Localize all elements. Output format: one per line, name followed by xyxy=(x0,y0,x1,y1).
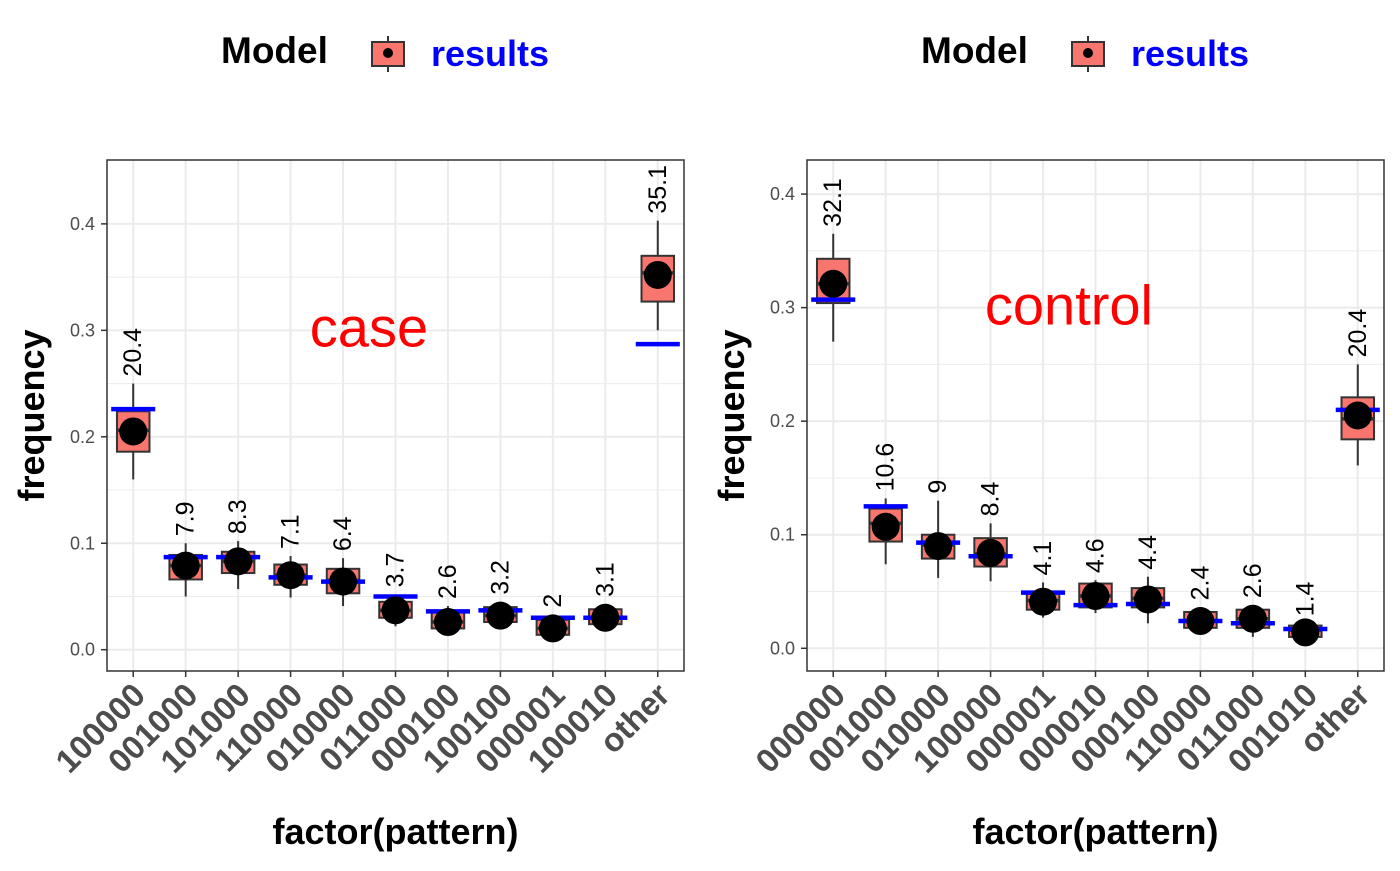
y-tick-label: 0.0 xyxy=(770,638,795,658)
mean-point xyxy=(1343,401,1372,430)
point-value-label: 2.4 xyxy=(1186,566,1214,601)
mean-point xyxy=(224,547,253,576)
mean-point xyxy=(1029,587,1058,616)
point-value-label: 8.3 xyxy=(224,499,252,534)
point-value-label: 10.6 xyxy=(872,443,900,492)
mean-point xyxy=(538,614,567,643)
point-value-label: 3.1 xyxy=(591,562,619,597)
mean-point xyxy=(276,561,305,590)
legend-key-point xyxy=(1083,48,1093,58)
legend-entry-label: results xyxy=(431,33,549,74)
mean-point xyxy=(1081,582,1110,611)
y-tick-label: 0.3 xyxy=(770,298,795,318)
mean-point xyxy=(433,608,462,637)
mean-point xyxy=(486,601,515,630)
y-axis-title: frequency xyxy=(711,329,752,501)
mean-point xyxy=(819,269,848,298)
y-tick-label: 0.2 xyxy=(770,411,795,431)
grid-lines xyxy=(107,160,684,671)
point-value-label: 9 xyxy=(924,480,952,494)
point-value-label: 4.4 xyxy=(1134,535,1162,570)
y-tick-label: 0.0 xyxy=(70,640,95,660)
point-value-label: 2.6 xyxy=(1239,563,1267,598)
y-axis-title: frequency xyxy=(11,329,52,501)
legend-key-box xyxy=(1071,41,1105,67)
y-tick-label: 0.4 xyxy=(70,214,95,234)
mean-point xyxy=(1186,607,1215,636)
legend-title: Model xyxy=(921,30,1028,71)
mean-point xyxy=(643,260,672,289)
point-value-label: 6.4 xyxy=(329,516,357,551)
legend-title: Model xyxy=(221,30,328,71)
point-value-label: 35.1 xyxy=(644,165,672,214)
point-value-label: 7.1 xyxy=(277,514,305,549)
point-value-label: 7.9 xyxy=(172,501,200,536)
y-tick-label: 0.4 xyxy=(770,184,795,204)
x-axis-title: factor(pattern) xyxy=(972,811,1218,852)
chart-panel-control: Model results control 32.1 10.6 9 8.4 4.1 4.6 4.4… xyxy=(711,30,1385,852)
point-value-label: 3.2 xyxy=(486,560,514,595)
y-tick-label: 0.1 xyxy=(770,525,795,545)
panel-label: case xyxy=(310,295,428,358)
y-tick-label: 0.1 xyxy=(70,533,95,553)
legend: Model results xyxy=(221,30,549,74)
y-tick-label: 0.2 xyxy=(70,427,95,447)
point-value-label: 8.4 xyxy=(977,482,1005,517)
mean-point xyxy=(381,596,410,625)
point-value-label: 20.4 xyxy=(1344,309,1372,358)
mean-point xyxy=(1133,585,1162,614)
legend-entry-label: results xyxy=(1131,33,1249,74)
mean-point xyxy=(591,603,620,632)
point-value-label: 20.4 xyxy=(119,328,147,377)
x-axis-title: factor(pattern) xyxy=(272,811,518,852)
mean-point xyxy=(924,532,953,561)
mean-point xyxy=(1238,604,1267,633)
mean-point xyxy=(171,551,200,580)
y-tick-label: 0.3 xyxy=(70,320,95,340)
mean-point xyxy=(119,417,148,446)
legend: Model results xyxy=(921,30,1249,74)
panel-label: control xyxy=(985,274,1153,337)
mean-point xyxy=(976,538,1005,567)
mean-point xyxy=(329,567,358,596)
point-value-label: 2.6 xyxy=(434,564,462,599)
mean-point xyxy=(1291,618,1320,647)
point-value-label: 1.4 xyxy=(1291,581,1319,616)
point-value-label: 4.1 xyxy=(1029,541,1057,576)
legend-key-point xyxy=(383,48,393,58)
mean-point xyxy=(871,512,900,541)
point-value-label: 4.6 xyxy=(1082,538,1110,573)
point-value-label: 3.7 xyxy=(382,553,410,588)
point-value-label: 2 xyxy=(539,594,567,608)
point-value-label: 32.1 xyxy=(819,178,847,227)
